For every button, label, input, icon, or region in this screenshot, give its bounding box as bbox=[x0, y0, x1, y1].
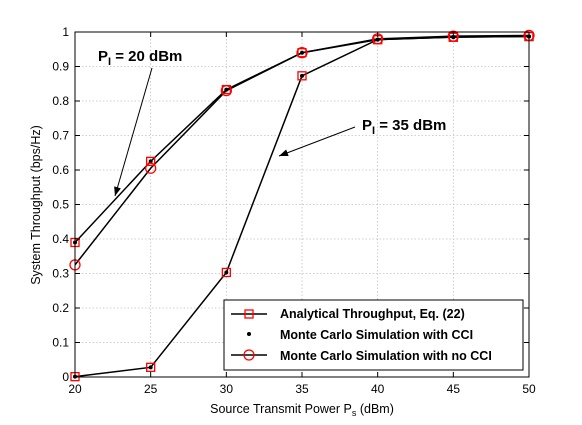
y-tick-label: 0 bbox=[62, 370, 69, 384]
point-no-cci-circle bbox=[220, 85, 232, 97]
point-analytical-square bbox=[146, 362, 156, 372]
point-analytical-square bbox=[297, 48, 307, 58]
x-tick-label: 30 bbox=[220, 382, 234, 396]
legend-entry-no-cci: Monte Carlo Simulation with no CCI bbox=[231, 349, 492, 363]
x-axis-label: Source Transmit Power Ps (dBm) bbox=[210, 402, 394, 418]
arrow-pi-20 bbox=[114, 67, 153, 197]
y-tick-label: 0.7 bbox=[52, 129, 69, 143]
legend-label: Monte Carlo Simulation with no CCI bbox=[280, 349, 492, 363]
tick-labels: 20 25 30 35 40 45 50 0 0.1 0.2 0.3 0.4 0.5 0.6 0.7 0.8 0… bbox=[52, 25, 536, 396]
point-no-cci-circle bbox=[296, 47, 308, 59]
axis-ticks bbox=[74, 31, 530, 378]
point-no-cci-circle bbox=[145, 162, 157, 174]
y-tick-label: 0.1 bbox=[52, 336, 69, 350]
legend-label: Monte Carlo Simulation with CCI bbox=[280, 328, 473, 342]
point-cci-dot bbox=[300, 73, 304, 78]
legend: Analytical Throughput, Eq. (22) Monte Ca… bbox=[223, 299, 524, 371]
legend-square-marker bbox=[244, 309, 254, 319]
point-cci-dot bbox=[148, 365, 153, 370]
y-axis-label: System Throughput (bps/Hz) bbox=[29, 125, 43, 285]
arrow-pi-35 bbox=[278, 126, 356, 157]
y-tick-label: 0.2 bbox=[52, 301, 69, 315]
x-tick-label: 20 bbox=[68, 382, 82, 396]
x-tick-label: 35 bbox=[295, 382, 309, 396]
legend-circle-marker bbox=[243, 349, 255, 361]
y-tick-label: 0.9 bbox=[52, 60, 69, 74]
x-tick-label: 40 bbox=[371, 382, 385, 396]
x-tick-label: 50 bbox=[522, 382, 536, 396]
legend-entry-analytical: Analytical Throughput, Eq. (22) bbox=[231, 307, 465, 321]
y-tick-label: 1 bbox=[62, 25, 69, 39]
y-tick-label: 0.3 bbox=[52, 267, 69, 281]
series-line bbox=[74, 34, 530, 266]
arrow-pi-20-head bbox=[114, 186, 121, 196]
y-tick-label: 0.4 bbox=[52, 232, 69, 246]
annotation-pi-35: PI = 35 dBm bbox=[362, 117, 446, 137]
legend-label: Analytical Throughput, Eq. (22) bbox=[280, 307, 465, 321]
legend-dot-marker bbox=[247, 332, 251, 336]
point-cci-dot bbox=[224, 270, 229, 275]
legend-box bbox=[223, 299, 524, 371]
arrow-pi-35-head bbox=[279, 149, 289, 157]
y-tick-label: 0.6 bbox=[52, 163, 69, 177]
x-tick-label: 45 bbox=[447, 382, 461, 396]
annotation-pi-20: PI = 20 dBm bbox=[98, 48, 182, 68]
point-cci-dot bbox=[451, 35, 456, 40]
point-analytical-square bbox=[221, 267, 231, 278]
point-cci-dot bbox=[224, 87, 229, 92]
annotations: PI = 20 dBm PI = 35 dBm bbox=[98, 48, 446, 137]
legend-entry-cci: Monte Carlo Simulation with CCI bbox=[247, 328, 473, 342]
y-tick-label: 0.5 bbox=[52, 198, 69, 212]
x-tick-label: 25 bbox=[144, 382, 158, 396]
y-tick-label: 0.8 bbox=[52, 94, 69, 108]
point-analytical-square bbox=[146, 156, 156, 167]
point-cci-dot bbox=[300, 50, 304, 55]
point-analytical-square bbox=[297, 71, 307, 81]
annotation-arrows bbox=[114, 67, 356, 197]
point-cci-dot bbox=[375, 37, 380, 42]
point-cci-dot bbox=[148, 159, 153, 164]
